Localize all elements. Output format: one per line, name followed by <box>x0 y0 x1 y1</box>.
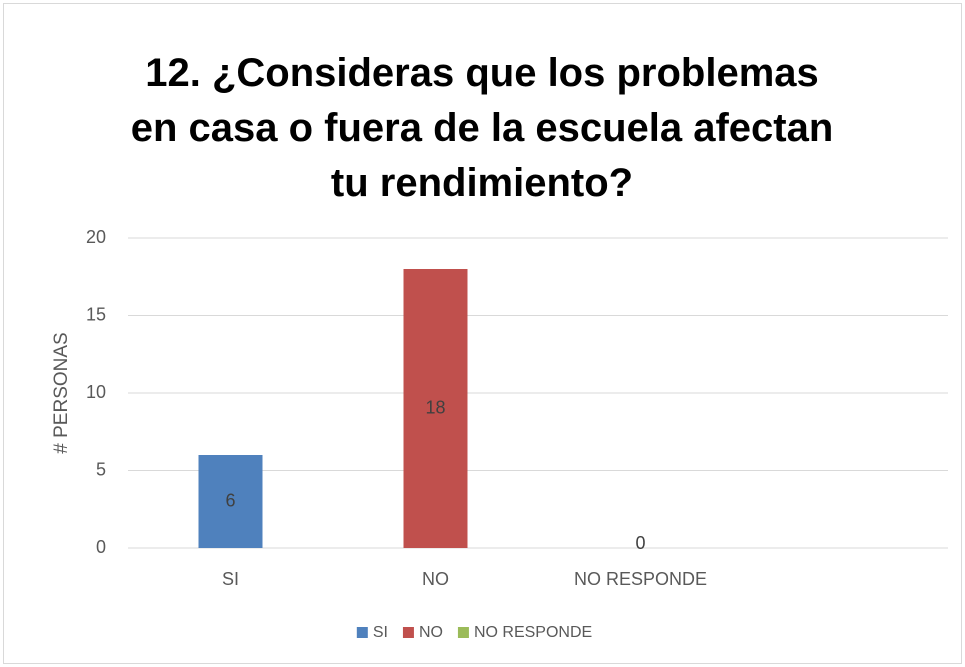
x-tick-label: SI <box>222 569 239 589</box>
x-tick-label: NO <box>422 569 449 589</box>
data-label: 18 <box>425 397 445 417</box>
bar <box>198 455 263 548</box>
data-label: 6 <box>225 490 235 510</box>
data-label: 0 <box>635 533 645 553</box>
x-tick-label: NO RESPONDE <box>574 569 707 589</box>
chart-title: 12. ¿Consideras que los problemas en casa… <box>131 51 834 205</box>
legend-swatch <box>457 627 469 638</box>
chart-border <box>3 3 962 664</box>
y-axis-label: # PERSONAS <box>51 332 72 453</box>
y-tick-label: 15 <box>86 304 106 324</box>
y-tick-label: 5 <box>96 459 106 479</box>
legend-swatch <box>402 627 414 638</box>
y-tick-label: 20 <box>86 227 106 247</box>
y-tick-label: 0 <box>96 537 106 557</box>
legend-label: SI <box>373 624 388 641</box>
legend-label: NO <box>419 624 443 641</box>
y-tick-label: 10 <box>86 382 106 402</box>
legend-label: NO RESPONDE <box>474 624 592 641</box>
legend-swatch <box>356 627 368 638</box>
bar <box>403 269 468 548</box>
